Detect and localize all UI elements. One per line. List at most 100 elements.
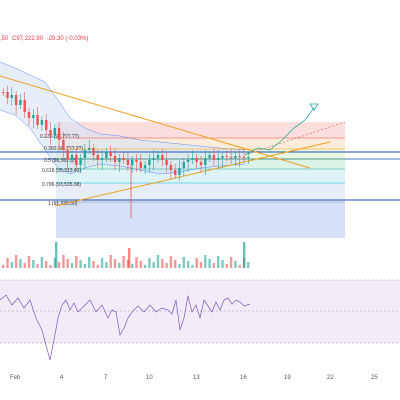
volume-bar — [57, 262, 61, 268]
candle-body — [66, 150, 69, 160]
volume-bar — [199, 262, 203, 268]
volume-bar — [243, 242, 246, 268]
candle-body — [2, 92, 5, 93]
x-tick-2: 7 — [104, 375, 108, 381]
volume-bar — [100, 258, 104, 268]
volume-bar — [174, 260, 177, 268]
projection-arrow-path[interactable] — [244, 107, 315, 156]
candle-body — [208, 155, 211, 158]
volume-bar — [109, 255, 112, 268]
volume-bar — [75, 256, 78, 268]
candle-body — [14, 95, 18, 105]
bollinger-lower-line — [0, 109, 246, 175]
x-tick-7: 22 — [327, 375, 334, 381]
fib-label-1: 0.382(97,???.??) — [44, 146, 83, 152]
ohlc-low: ,50 — [0, 36, 9, 42]
candle-body — [178, 168, 181, 175]
volume-bar — [55, 242, 58, 268]
volume-bar — [234, 261, 237, 268]
candle-body — [49, 130, 52, 135]
volume-bar — [152, 262, 155, 268]
candle-body — [36, 115, 39, 125]
candle-body — [118, 158, 121, 162]
candle-body — [23, 100, 26, 112]
volume-bar — [126, 260, 130, 268]
fib-zone-0 — [56, 122, 345, 138]
candle-body — [161, 155, 164, 160]
projection-dotted-line — [244, 121, 346, 156]
candle-body — [53, 128, 56, 135]
rsi-band — [0, 280, 400, 343]
candle-body — [32, 115, 35, 118]
volume-bar — [204, 255, 207, 268]
descending-trendline[interactable] — [0, 75, 311, 169]
volume-bar — [83, 264, 87, 268]
arrow-head-icon — [309, 103, 319, 111]
volume-bar — [40, 257, 44, 268]
volume-bar — [88, 257, 91, 268]
ohlc-readout: ,50 C97,222.90 -29.30 (-0.03%) — [0, 36, 90, 42]
x-tick-0: Feb — [10, 375, 21, 381]
volume-bar — [217, 256, 220, 268]
volume-bar — [32, 260, 35, 268]
volume-bar — [113, 259, 117, 268]
candle-body — [83, 150, 87, 158]
candle-body — [79, 158, 82, 165]
candle-body — [143, 165, 147, 168]
volume-bar — [23, 263, 26, 268]
rsi-line — [0, 294, 251, 361]
x-tick-5: 16 — [240, 375, 247, 381]
volume-bar — [19, 259, 22, 268]
candle-body — [19, 100, 22, 105]
ascending-trendline[interactable] — [54, 141, 331, 207]
fib-zone-6 — [56, 202, 345, 238]
volume-bar — [49, 265, 52, 268]
candle-body — [234, 156, 237, 158]
volume-bar — [92, 261, 95, 268]
fib-label-2: 0.5(96,362.03) — [44, 158, 78, 164]
x-tick-1: 4 — [60, 375, 64, 381]
candle-body — [169, 165, 173, 170]
volume-bar — [131, 264, 134, 268]
volume-bar — [221, 260, 224, 268]
candle-body — [126, 160, 130, 165]
fib-zone-4 — [56, 169, 345, 183]
candle-body — [229, 157, 233, 158]
candle-body — [247, 157, 250, 158]
candle-body — [221, 156, 224, 158]
candle-body — [96, 155, 99, 160]
volume-bar — [122, 256, 125, 268]
volume-bar — [96, 265, 99, 268]
volume-bar — [212, 263, 216, 268]
candle-body — [70, 155, 74, 160]
volume-bar — [195, 258, 198, 268]
fib-zone-1 — [56, 138, 345, 149]
volume-bar — [105, 262, 108, 268]
volume-bar — [14, 255, 18, 268]
x-tick-8: 25 — [371, 375, 378, 381]
candle-body — [105, 152, 108, 158]
fib-zone-5 — [56, 183, 345, 202]
volume-bar — [186, 261, 190, 268]
volume-bar — [161, 259, 164, 268]
candle-body — [195, 158, 198, 162]
volume-bar — [143, 265, 147, 268]
volume-bar — [79, 260, 82, 268]
volume-bar — [238, 265, 241, 268]
candle-body — [109, 152, 112, 156]
candle-body — [156, 155, 160, 158]
volume-bar — [208, 259, 211, 268]
candle-body — [238, 156, 241, 157]
x-tick-6: 19 — [284, 375, 291, 381]
volume-bar — [229, 257, 233, 268]
candle-body — [113, 156, 117, 162]
bollinger-upper-line — [0, 61, 246, 151]
volume-bar — [178, 264, 181, 268]
ohlc-close: C97,222.90 — [12, 36, 44, 42]
candle-body — [92, 148, 95, 155]
candle-body — [75, 155, 78, 165]
candle-body — [174, 170, 177, 175]
fib-lines — [56, 137, 345, 203]
